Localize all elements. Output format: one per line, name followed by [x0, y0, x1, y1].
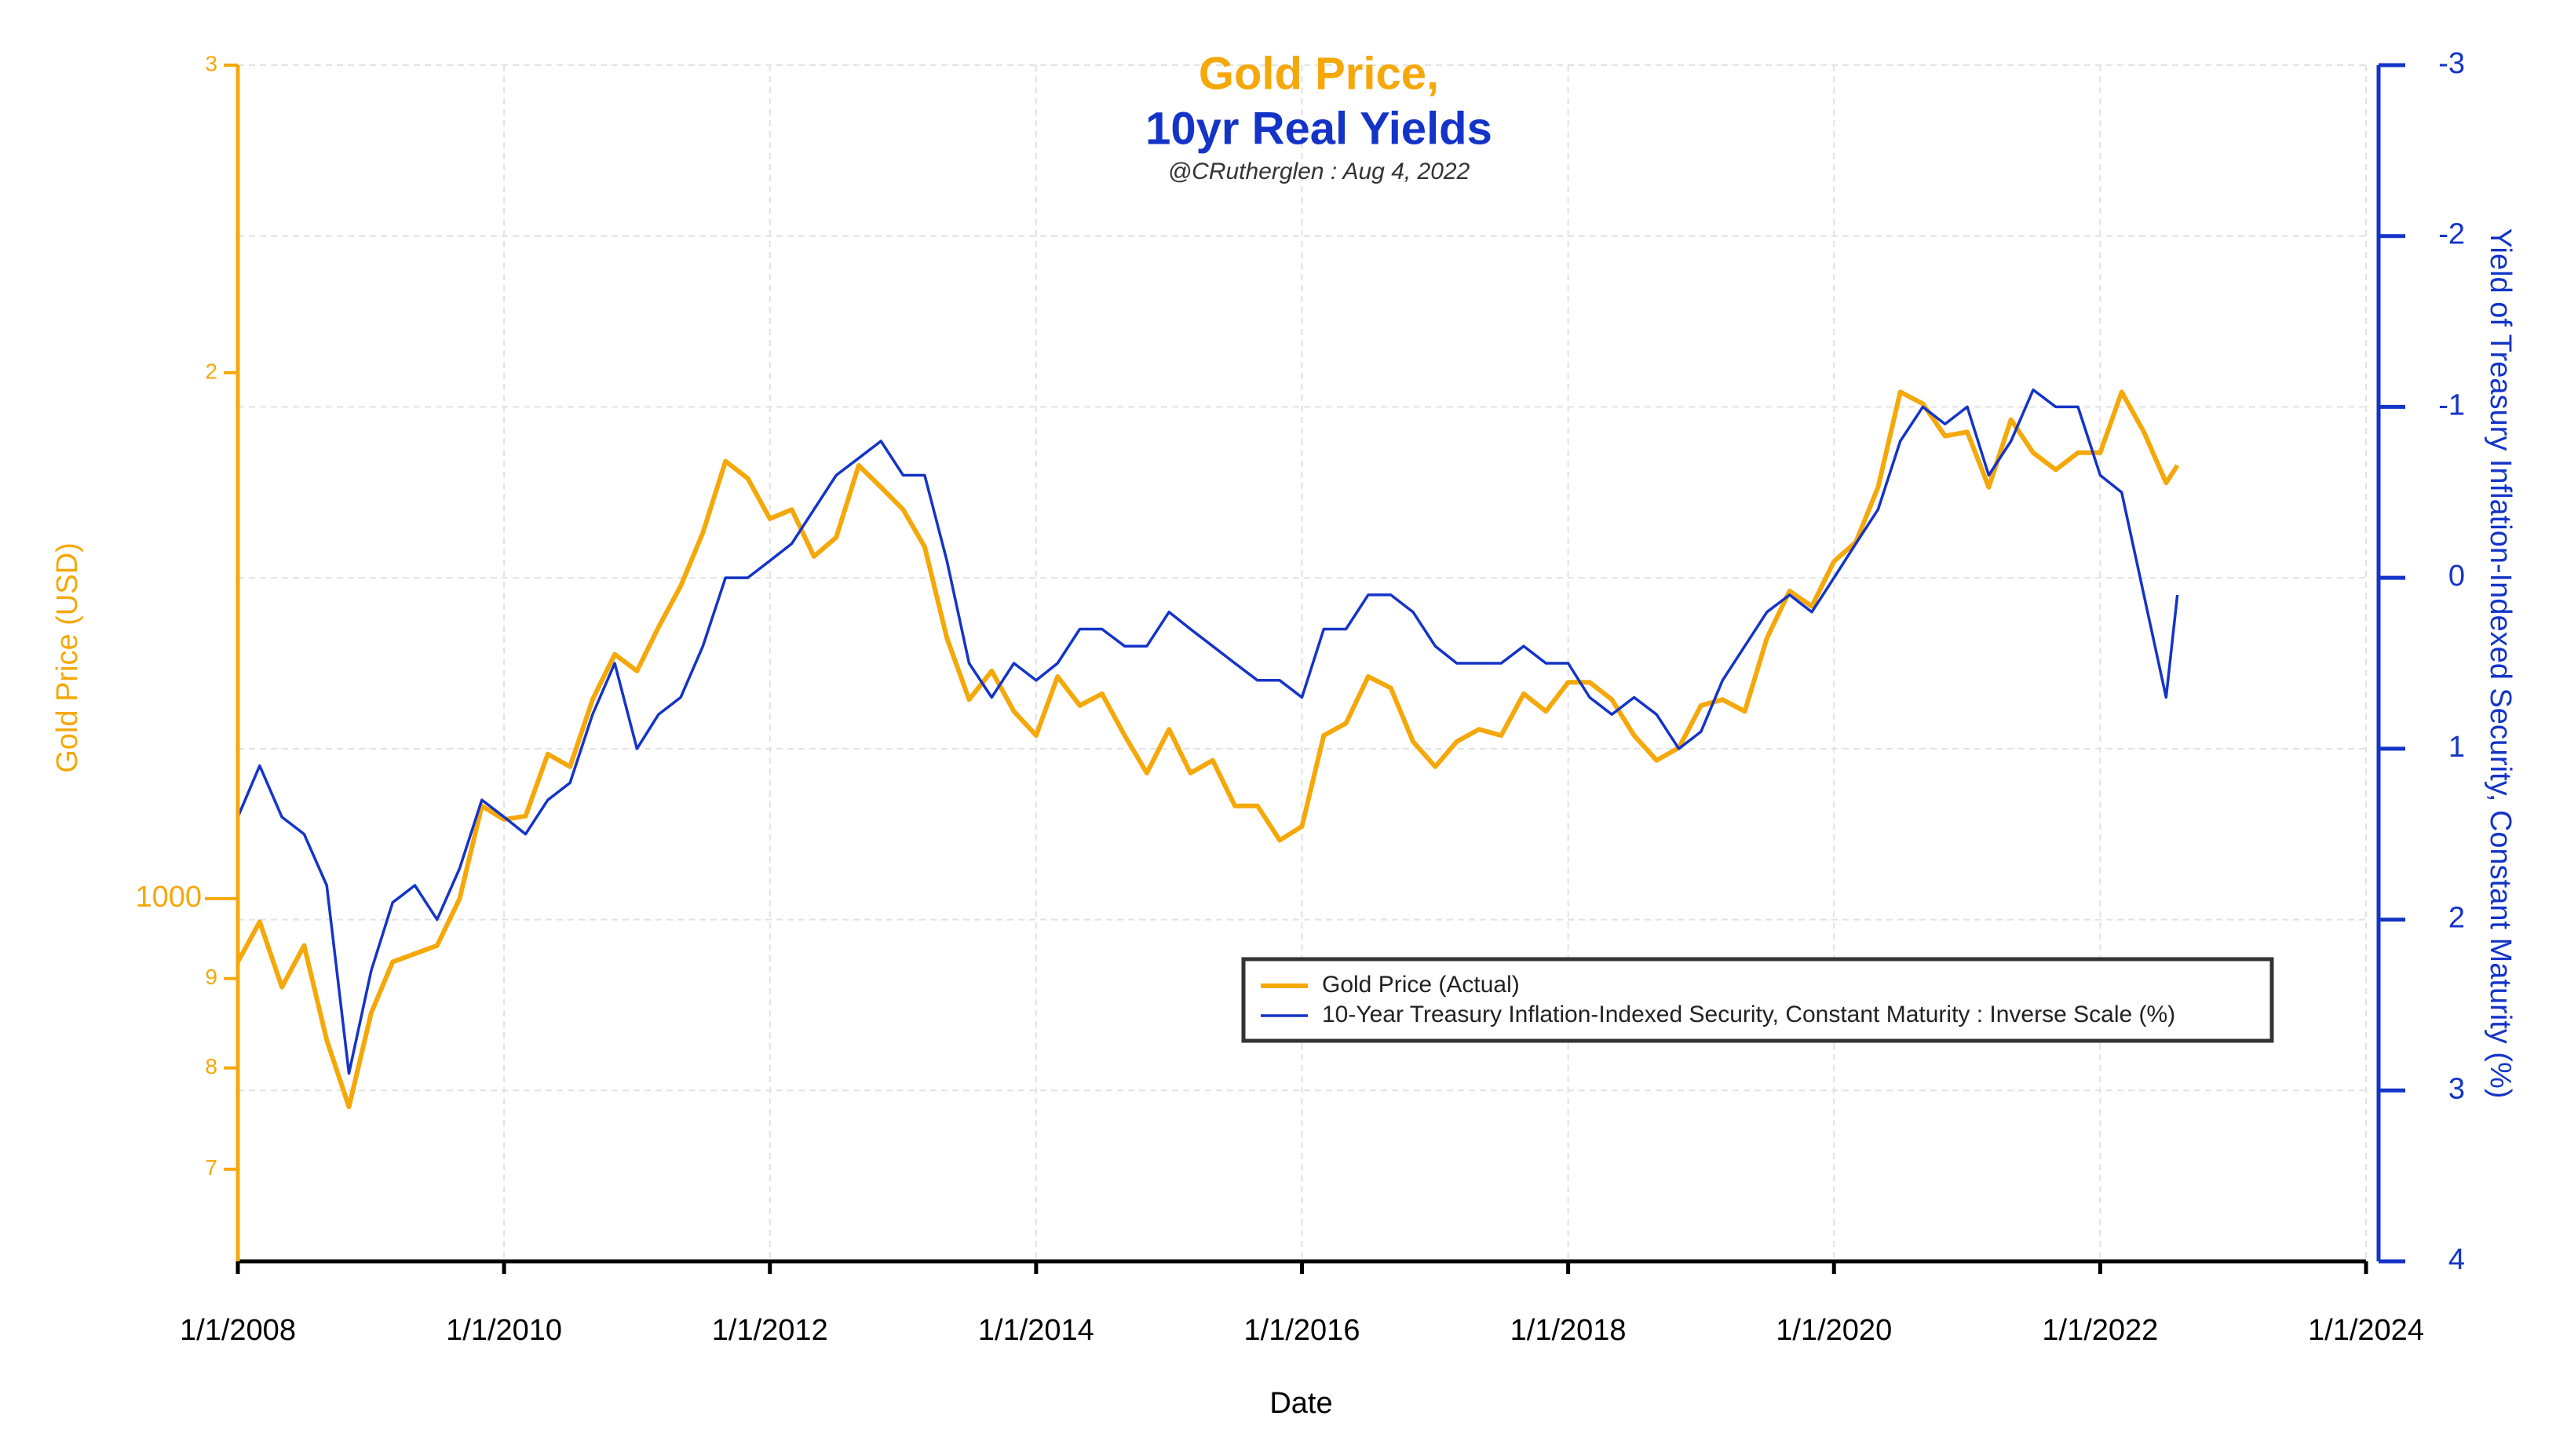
legend-label: 10-Year Treasury Inflation-Indexed Secur…	[1322, 1002, 2175, 1027]
x-axis-label: Date	[1269, 1387, 1332, 1420]
y2-tick-label: -1	[2438, 389, 2465, 421]
y2-tick-label: -2	[2438, 218, 2465, 251]
y-tick-label: 8	[205, 1054, 217, 1078]
legend: Gold Price (Actual) 10-Year Treasury Infl…	[1241, 957, 2274, 1043]
y-tick-label: 9	[205, 965, 217, 989]
x-tick-label: 1/1/2022	[2042, 1314, 2158, 1347]
y2-tick-label: 3	[2448, 1072, 2465, 1105]
x-tick-label: 1/1/2010	[446, 1314, 562, 1347]
y2-tick-label: 1	[2448, 731, 2465, 764]
chart-subtitle: @CRutherglen : Aug 4, 2022	[1168, 159, 1470, 184]
y2-tick-label: 4	[2448, 1243, 2465, 1276]
y-tick-label: 7	[205, 1155, 217, 1180]
y2-tick-label: 0	[2448, 560, 2465, 593]
x-tick-label: 1/1/2024	[2308, 1314, 2424, 1347]
x-tick-label: 1/1/2018	[1510, 1314, 1627, 1347]
y-tick-label: 2	[205, 359, 217, 383]
chart-title: 10yr Real Yields	[1145, 103, 1492, 154]
y-tick-label: 1000	[135, 881, 202, 914]
legend-label: Gold Price (Actual)	[1322, 972, 1520, 998]
chart-title: Gold Price,	[1199, 48, 1439, 99]
y-axis-label: Gold Price (USD)	[51, 542, 84, 773]
data-line	[236, 389, 2180, 1110]
y2-tick-label: -3	[2438, 47, 2465, 80]
y2-tick-label: 2	[2448, 902, 2465, 935]
x-tick-label: 1/1/2016	[1244, 1314, 1360, 1347]
legend-box	[1241, 957, 2274, 1043]
x-tick-label: 1/1/2014	[978, 1314, 1094, 1347]
x-tick-label: 1/1/2008	[180, 1314, 296, 1347]
x-tick-label: 1/1/2012	[712, 1314, 828, 1347]
data-line	[236, 388, 2179, 1075]
x-tick-label: 1/1/2020	[1776, 1314, 1892, 1347]
y2-axis-label: Yield of Treasury Inflation-Indexed Secu…	[2484, 228, 2517, 1099]
y-tick-label: 3	[205, 51, 217, 75]
